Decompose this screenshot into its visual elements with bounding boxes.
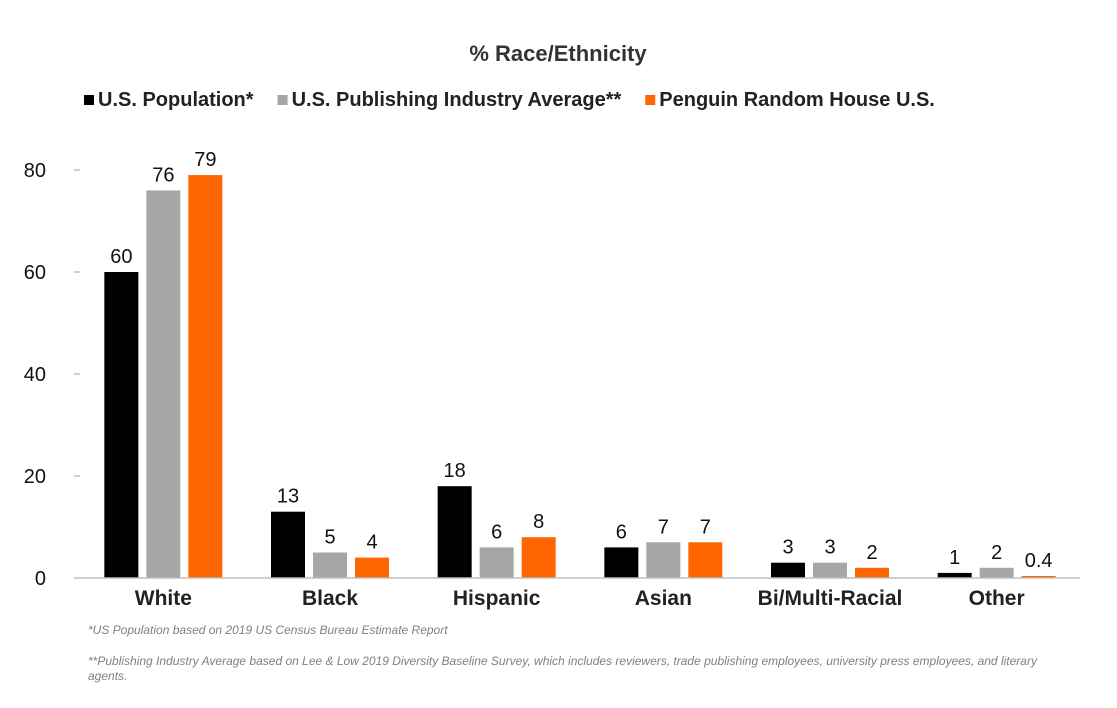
x-tick-label-bi-multi-racial: Bi/Multi-Racial [758, 587, 903, 610]
bar-group-hispanic: 186 8 [437, 460, 556, 578]
legend-label: U.S. Population* [98, 89, 254, 111]
x-axis: White Black Hispanic Asian Bi/Multi-Racial Ot… [135, 587, 1025, 610]
data-label-u-s-publishing-industry-average-bi-multi-racial: 3 [824, 537, 835, 559]
bar-u-s-publishing-industry-average-hispanic [479, 547, 514, 578]
race-ethnicity-chart: % Race/Ethnicity U.S. Population* U.S. Pu… [24, 41, 1080, 610]
bar-u-s-publishing-industry-average-other [979, 567, 1014, 578]
x-tick-label-white: White [135, 587, 192, 610]
y-tick-label: 40 [24, 364, 46, 386]
legend-item-u-s-publishing-industry-average: U.S. Publishing Industry Average** [277, 89, 622, 111]
footnote-population: *US Population based on 2019 US Census B… [88, 623, 448, 637]
data-label-penguin-random-house-u-s-white: 79 [194, 149, 216, 171]
data-label-u-s-publishing-industry-average-white: 76 [152, 164, 174, 186]
bar-u-s-publishing-industry-average-white [146, 190, 181, 578]
data-label-penguin-random-house-u-s-black: 4 [366, 532, 377, 554]
data-label-u-s-population-bi-multi-racial: 3 [782, 537, 793, 559]
bar-penguin-random-house-u-s-white [188, 175, 223, 578]
y-axis: 0 20 40 60 80 [24, 160, 80, 590]
bar-group-asian: 6 7 7 [604, 516, 723, 578]
bar-group-other: 1 2 0.4 [937, 542, 1056, 578]
data-label-penguin-random-house-u-s-asian: 7 [700, 516, 711, 538]
legend-swatch [84, 95, 94, 105]
bar-group-white: 60 76 79 [104, 149, 223, 578]
bar-u-s-publishing-industry-average-asian [646, 542, 681, 578]
legend-swatch [277, 95, 288, 105]
bar-u-s-population-black [271, 511, 305, 578]
y-tick-label: 0 [35, 568, 46, 590]
bar-penguin-random-house-u-s-bi-multi-racial [855, 567, 889, 578]
bar-u-s-population-other [937, 572, 972, 578]
x-tick-label-black: Black [302, 587, 358, 610]
legend-item-penguin-random-house-u-s: Penguin Random House U.S. [645, 89, 935, 111]
bar-u-s-population-bi-multi-racial [771, 562, 805, 578]
x-tick-label-asian: Asian [635, 587, 692, 610]
bar-u-s-publishing-industry-average-black [313, 552, 347, 578]
bar-u-s-population-white [104, 272, 139, 578]
bar-u-s-population-asian [604, 547, 639, 578]
y-tick-label: 80 [24, 160, 46, 182]
data-label-u-s-publishing-industry-average-hispanic: 6 [491, 521, 502, 543]
bar-group-bi-multi-racial: 3 3 2 [771, 537, 889, 578]
chart-legend: U.S. Population* U.S. Publishing Industry… [84, 89, 935, 111]
data-label-u-s-population-black: 13 [277, 486, 299, 508]
bar-u-s-publishing-industry-average-bi-multi-racial [813, 562, 847, 578]
y-tick-label: 60 [24, 262, 46, 284]
bar-group-black: 13 5 4 [271, 486, 389, 578]
x-tick-label-other: Other [969, 587, 1025, 610]
bar-penguin-random-house-u-s-hispanic [521, 537, 556, 578]
footnote-publishing-industry: **Publishing Industry Average based on L… [88, 654, 1037, 683]
bar-u-s-population-hispanic [437, 486, 472, 578]
legend-item-u-s-population: U.S. Population* [84, 89, 254, 111]
data-label-u-s-population-other: 1 [949, 547, 960, 569]
data-label-u-s-population-white: 60 [110, 246, 132, 268]
bar-penguin-random-house-u-s-asian [688, 542, 723, 578]
chart-title: % Race/Ethnicity [469, 41, 647, 66]
data-label-u-s-publishing-industry-average-other: 2 [991, 542, 1002, 564]
data-label-u-s-population-hispanic: 18 [444, 460, 466, 482]
data-label-u-s-population-asian: 6 [616, 521, 627, 543]
data-label-penguin-random-house-u-s-bi-multi-racial: 2 [866, 542, 877, 564]
legend-swatch [645, 95, 656, 105]
data-label-penguin-random-house-u-s-hispanic: 8 [533, 511, 544, 533]
bar-penguin-random-house-u-s-black [355, 557, 389, 578]
y-tick-label: 20 [24, 466, 46, 488]
data-label-penguin-random-house-u-s-other: 0.4 [1025, 550, 1053, 572]
legend-label: U.S. Publishing Industry Average** [292, 89, 622, 111]
x-tick-label-hispanic: Hispanic [453, 587, 541, 610]
bar-penguin-random-house-u-s-other [1021, 575, 1056, 578]
data-label-u-s-publishing-industry-average-black: 5 [324, 527, 335, 549]
data-label-u-s-publishing-industry-average-asian: 7 [658, 516, 669, 538]
legend-label: Penguin Random House U.S. [659, 89, 935, 111]
